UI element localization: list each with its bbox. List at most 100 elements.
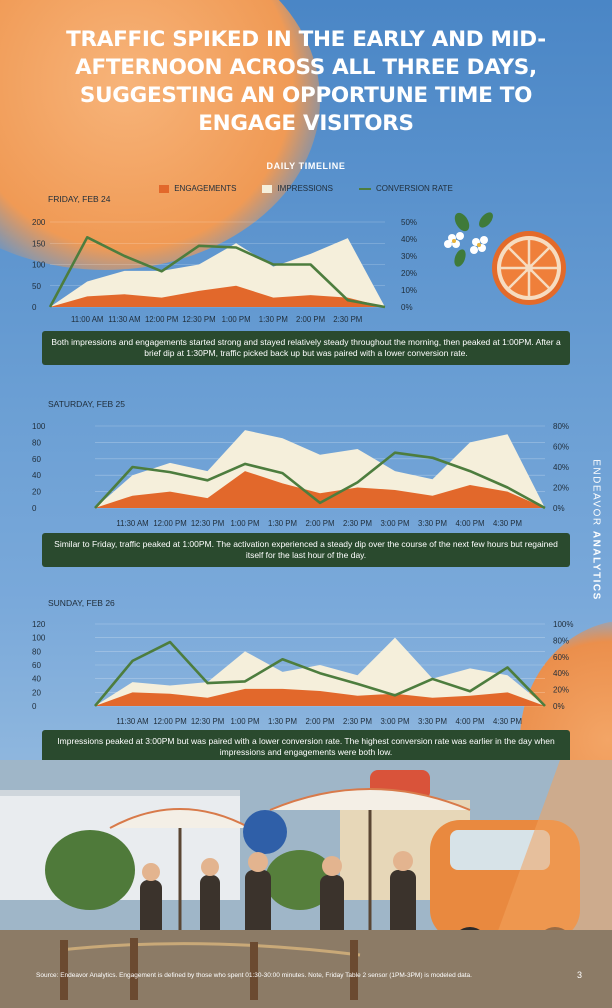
y-tick-label: 40 (32, 471, 41, 480)
y2-tick-label: 10% (401, 286, 417, 295)
x-tick-label: 1:30 PM (259, 315, 288, 324)
x-tick-label: 4:30 PM (493, 519, 522, 528)
x-tick-label: 11:00 AM (71, 315, 103, 324)
page-title: TRAFFIC SPIKED IN THE EARLY AND MID-AFTE… (66, 27, 546, 136)
x-tick-label: 4:00 PM (455, 519, 484, 528)
y2-tick-label: 0% (401, 303, 413, 312)
chart-svg: 100 80 60 40 20 0 80% 60% 40% 20% 0% 11:30 AM 12:00 … (32, 422, 569, 528)
x-tick-label: 2:00 PM (305, 717, 334, 726)
y-tick-label: 50 (32, 282, 41, 291)
y2-tick-label: 60% (553, 443, 569, 452)
x-tick-label: 2:30 PM (343, 519, 372, 528)
y2-tick-label: 0% (553, 702, 565, 711)
y2-tick-label: 40% (401, 235, 417, 244)
source-note: Source: Endeavor Analytics. Engagement i… (36, 972, 472, 979)
friday-chart: 200 150 100 50 0 50% 40% 30% 20% 10% 0% 11:00 AM 11:… (0, 212, 612, 327)
x-tick-label: 2:30 PM (333, 315, 362, 324)
y2-tick-label: 40% (553, 669, 569, 678)
legend-item-impressions: IMPRESSIONS (262, 184, 333, 193)
x-tick-label: 1:00 PM (230, 717, 259, 726)
legend-item-conversion: CONVERSION RATE (359, 184, 453, 193)
y-tick-label: 100 (32, 634, 46, 643)
chart-svg: 120 100 80 60 40 20 0 100% 80% 60% 40% 20% 0% 11:30 A… (32, 620, 573, 726)
x-tick-label: 4:30 PM (493, 717, 522, 726)
y-tick-label: 20 (32, 488, 41, 497)
x-tick-label: 11:30 AM (108, 315, 140, 324)
sunday-chart: 120 100 80 60 40 20 0 100% 80% 60% 40% 20% 0% 11:30 A… (0, 616, 612, 726)
conversion-rate-line (94, 451, 546, 510)
impressions-area (50, 238, 385, 307)
y-tick-label: 80 (32, 438, 41, 447)
engagements-area (50, 285, 385, 307)
y2-tick-label: 20% (401, 269, 417, 278)
y-tick-label: 200 (32, 218, 46, 227)
x-tick-label: 3:30 PM (418, 519, 447, 528)
legend-swatch-engagements (159, 184, 170, 193)
x-tick-label: 1:00 PM (222, 315, 251, 324)
impressions-area (95, 430, 545, 508)
x-tick-label: 12:00 PM (145, 315, 178, 324)
x-tick-label: 1:30 PM (268, 717, 297, 726)
conversion-rate-line (48, 236, 386, 309)
timeline-subheading: DAILY TIMELINE (266, 161, 346, 171)
sunday-caption: Impressions peaked at 3:00PM but was pai… (42, 730, 570, 764)
page-number: 3 (577, 970, 583, 980)
chart-legend: ENGAGEMENTS IMPRESSIONS CONVERSION RATE (0, 184, 612, 193)
chart-title-friday: FRIDAY, FEB 24 (48, 194, 111, 204)
conversion-rate-line (94, 640, 546, 707)
brand-part-2: ANALYTICS (590, 530, 602, 601)
y2-tick-label: 80% (553, 422, 569, 431)
y2-tick-label: 80% (553, 636, 569, 645)
x-tick-label: 2:00 PM (305, 519, 334, 528)
y2-tick-label: 40% (553, 463, 569, 472)
x-tick-label: 12:30 PM (191, 717, 224, 726)
chart-svg: 200 150 100 50 0 50% 40% 30% 20% 10% 0% 11:00 AM 11:… (32, 218, 417, 324)
x-tick-label: 12:30 PM (191, 519, 224, 528)
y-tick-label: 0 (32, 303, 37, 312)
y-tick-label: 40 (32, 675, 41, 684)
legend-swatch-impressions (262, 184, 273, 193)
x-tick-label: 1:30 PM (268, 519, 297, 528)
legend-item-engagements: ENGAGEMENTS (159, 184, 236, 193)
saturday-caption: Similar to Friday, traffic peaked at 1:0… (42, 533, 570, 567)
brand-vertical: ENDEAVOR ANALYTICS (591, 459, 602, 600)
y-tick-label: 80 (32, 647, 41, 656)
y-tick-label: 0 (32, 504, 37, 513)
saturday-chart: 100 80 60 40 20 0 80% 60% 40% 20% 0% 11:30 AM 12:00 … (0, 418, 612, 528)
friday-caption: Both impressions and engagements started… (42, 331, 570, 365)
x-tick-label: 1:00 PM (230, 519, 259, 528)
x-tick-label: 3:00 PM (380, 717, 409, 726)
brand-part-1: ENDEAVOR (590, 459, 602, 527)
x-tick-label: 11:30 AM (116, 717, 148, 726)
y2-tick-label: 50% (401, 218, 417, 227)
y2-tick-label: 20% (553, 484, 569, 493)
y-tick-label: 150 (32, 239, 46, 248)
y2-tick-label: 20% (553, 686, 569, 695)
x-tick-label: 11:30 AM (116, 519, 148, 528)
x-tick-label: 4:00 PM (455, 717, 484, 726)
y-tick-label: 20 (32, 688, 41, 697)
engagements-area (95, 688, 545, 706)
event-photo (0, 760, 612, 1008)
y-tick-label: 0 (32, 702, 37, 711)
y-tick-label: 60 (32, 455, 41, 464)
y-tick-label: 100 (32, 422, 46, 431)
x-tick-label: 12:30 PM (182, 315, 215, 324)
chart-title-saturday: SATURDAY, FEB 25 (48, 399, 125, 409)
engagements-area (95, 471, 545, 508)
y2-tick-label: 0% (553, 504, 565, 513)
legend-label-conversion: CONVERSION RATE (376, 184, 453, 193)
x-tick-label: 12:00 PM (153, 717, 186, 726)
y2-tick-label: 30% (401, 252, 417, 261)
legend-label-engagements: ENGAGEMENTS (174, 184, 237, 193)
y-tick-label: 100 (32, 261, 46, 270)
orange-slice-icon (444, 212, 566, 305)
chart-title-sunday: SUNDAY, FEB 26 (48, 598, 115, 608)
x-tick-label: 12:00 PM (153, 519, 186, 528)
x-tick-label: 2:30 PM (343, 717, 372, 726)
x-tick-label: 3:30 PM (418, 717, 447, 726)
y2-tick-label: 60% (553, 653, 569, 662)
legend-label-impressions: IMPRESSIONS (277, 184, 334, 193)
x-tick-label: 3:00 PM (380, 519, 409, 528)
